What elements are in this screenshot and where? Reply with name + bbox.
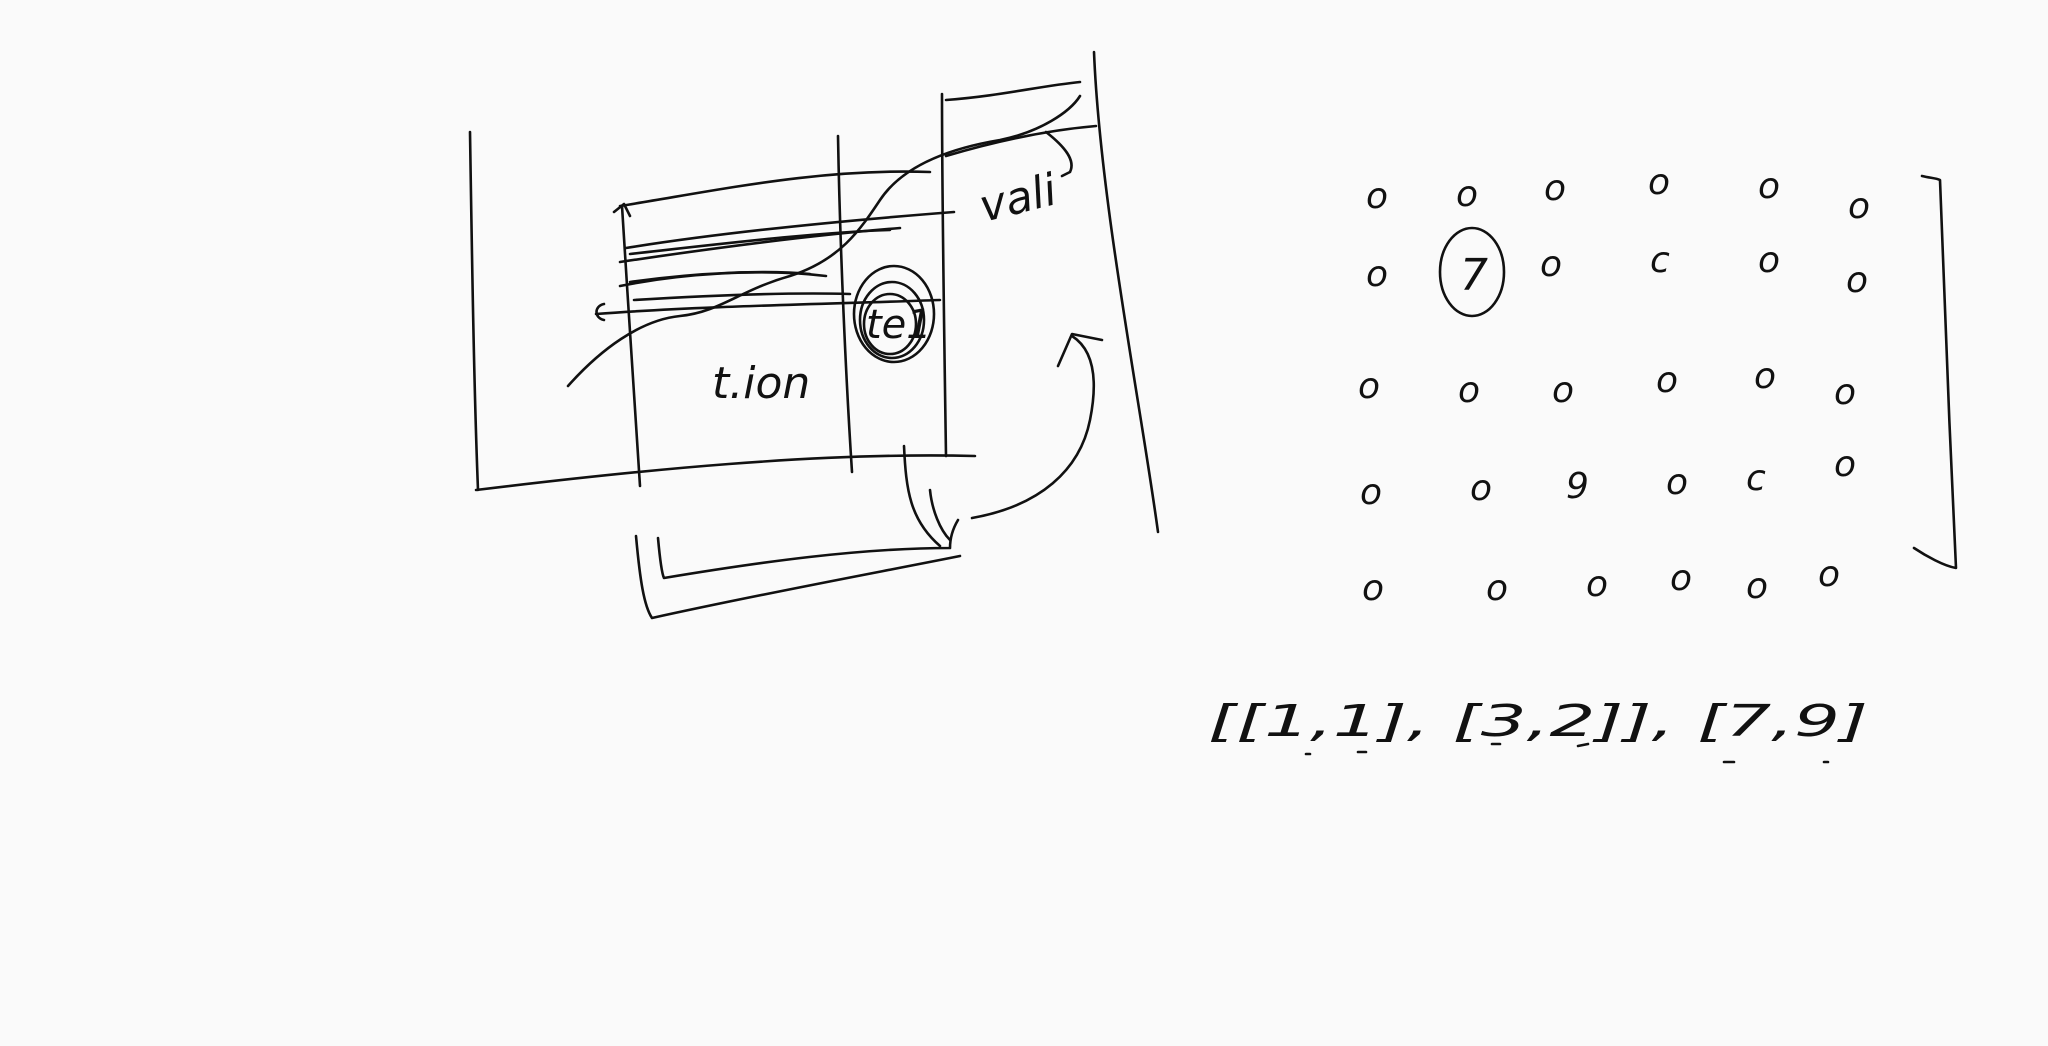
matrix-cell: o bbox=[1358, 366, 1380, 407]
matrix-cell: o bbox=[1458, 370, 1480, 411]
test-split-label: te1 bbox=[866, 302, 932, 348]
validation-top-line-1 bbox=[944, 80, 1082, 102]
matrix-cell: o bbox=[1360, 472, 1382, 513]
matrix-cell: o bbox=[1456, 174, 1478, 215]
matrix-cell: o bbox=[1834, 372, 1856, 413]
outer-frame-left-edge bbox=[468, 130, 480, 492]
test-divider-right bbox=[940, 92, 948, 458]
matrix-cell: o bbox=[1670, 558, 1692, 599]
matrix-row-4: o o 9 o c o bbox=[1360, 444, 1856, 513]
matrix-row-1: o o o o o o bbox=[1366, 162, 1870, 227]
bottom-brace-inner bbox=[656, 518, 960, 580]
matrix-cell: c bbox=[1746, 458, 1766, 499]
validation-brace-curve bbox=[1044, 130, 1073, 178]
index-dash bbox=[1576, 742, 1590, 748]
small-c-mark bbox=[595, 302, 606, 322]
scribble-line-2 bbox=[618, 226, 902, 264]
highlighted-cell-value: 7 bbox=[1460, 250, 1488, 301]
matrix-cell: o bbox=[1754, 356, 1776, 397]
matrix-right-bracket bbox=[1912, 174, 1958, 570]
matrix-cell: c bbox=[1650, 240, 1670, 281]
matrix-diagram: o o o o o o o 7 o c o o o o o o o bbox=[1358, 162, 1958, 609]
matrix-cell: o bbox=[1758, 240, 1780, 281]
validation-split-label: vali bbox=[974, 164, 1062, 232]
matrix-cell: o bbox=[1586, 564, 1608, 605]
train-box-left bbox=[620, 204, 642, 488]
bottom-brace-inner-tick bbox=[902, 444, 942, 548]
matrix-cell: 9 bbox=[1566, 466, 1589, 507]
matrix-cell: o bbox=[1486, 568, 1508, 609]
bottom-brace-outer bbox=[634, 534, 962, 620]
matrix-row-2: o 7 o c o o bbox=[1366, 226, 1868, 318]
test-circle-middle bbox=[858, 280, 926, 360]
scribble-line-3 bbox=[628, 228, 892, 256]
wavy-curve bbox=[566, 94, 1082, 388]
matrix-cell: o bbox=[1552, 370, 1574, 411]
matrix-cell: o bbox=[1666, 462, 1688, 503]
return-arrow-head bbox=[1056, 332, 1104, 368]
test-divider-left bbox=[836, 134, 854, 474]
matrix-cell: o bbox=[1366, 254, 1388, 295]
matrix-cell: o bbox=[1366, 176, 1388, 217]
test-circle-inner bbox=[862, 292, 918, 356]
matrix-cell: o bbox=[1758, 166, 1780, 207]
outer-frame-bottom-edge bbox=[474, 454, 977, 492]
matrix-cell: o bbox=[1834, 444, 1856, 485]
highlighted-cell-circle bbox=[1438, 226, 1506, 318]
train-split-label: t.ion bbox=[712, 358, 810, 409]
return-arrow-curve bbox=[970, 334, 1096, 520]
train-box-top bbox=[618, 170, 932, 208]
matrix-cell: o bbox=[1848, 186, 1870, 227]
matrix-row-3: o o o o o o bbox=[1358, 356, 1856, 413]
matrix-cell: o bbox=[1746, 566, 1768, 607]
matrix-cell: o bbox=[1656, 360, 1678, 401]
bottom-brace-right-tick bbox=[928, 488, 952, 542]
matrix-cell: o bbox=[1818, 554, 1840, 595]
matrix-cell: o bbox=[1544, 168, 1566, 209]
data-split-diagram: te1 t.ion vali bbox=[468, 50, 1160, 620]
scribble-line-6 bbox=[594, 298, 942, 316]
scribble-line-1 bbox=[624, 210, 956, 250]
scribble-line-5 bbox=[628, 270, 812, 284]
validation-top-line-2 bbox=[944, 124, 1098, 158]
matrix-cell: o bbox=[1648, 162, 1670, 203]
index-list-text: [[1,1], [3,2]], [7,9] bbox=[1208, 696, 1868, 747]
matrix-cell: o bbox=[1846, 260, 1868, 301]
matrix-cell: o bbox=[1540, 244, 1562, 285]
test-circle-outer bbox=[852, 264, 936, 364]
matrix-cell: o bbox=[1470, 468, 1492, 509]
validation-right-edge bbox=[1092, 50, 1160, 534]
matrix-row-5: o o o o o o bbox=[1362, 554, 1840, 609]
train-box-arrow-left bbox=[612, 202, 632, 218]
index-list: [[1,1], [3,2]], [7,9] bbox=[1208, 696, 1868, 764]
matrix-cell: o bbox=[1362, 568, 1384, 609]
